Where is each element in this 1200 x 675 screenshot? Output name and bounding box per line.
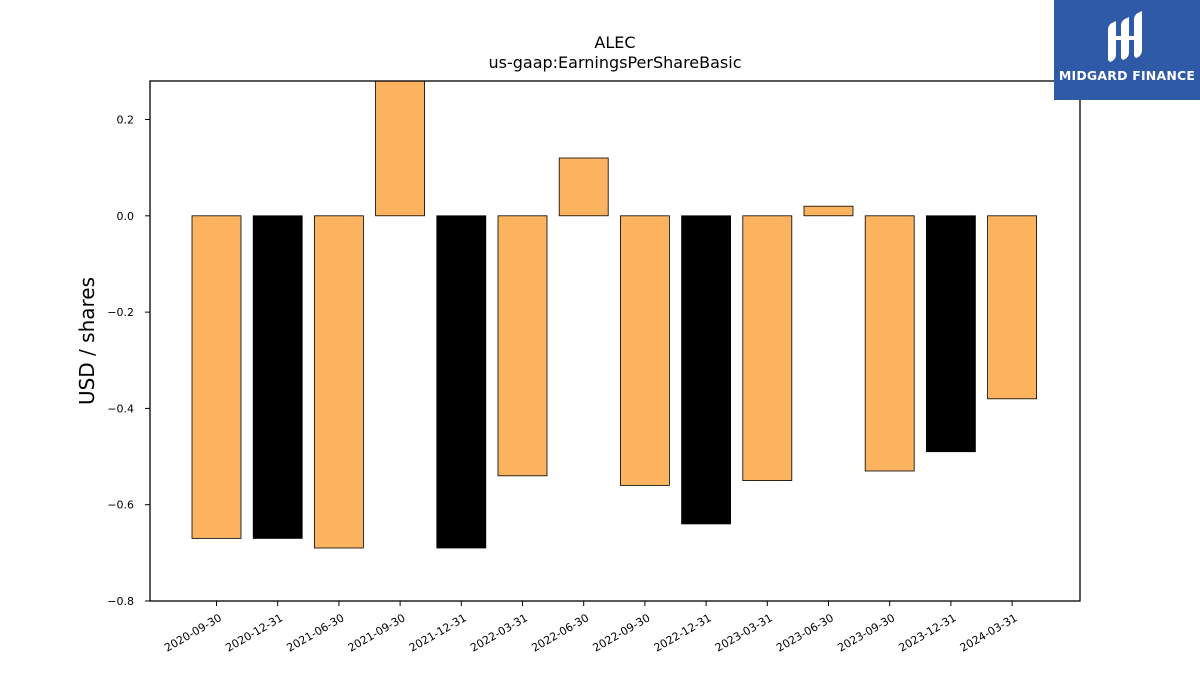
x-tick-label: 2022-09-30: [591, 611, 653, 654]
bar-2022-12-31: [681, 215, 731, 525]
x-tick-label: 2021-09-30: [346, 611, 408, 654]
bar-2021-06-30: [313, 215, 364, 549]
y-axis-label: USD / shares: [75, 277, 99, 405]
brand-logo: MIDGARD FINANCE: [1054, 0, 1200, 100]
x-tick-label: 2021-12-31: [407, 611, 469, 654]
y-tick-label: −0.8: [107, 595, 134, 608]
bar-2023-09-30: [864, 215, 915, 472]
x-tick-label: 2022-03-31: [468, 611, 530, 654]
x-tick-label: 2022-12-31: [652, 611, 714, 654]
x-tick-label: 2023-09-30: [835, 611, 897, 654]
bar-2024-03-31: [987, 215, 1037, 400]
x-tick-label: 2021-06-30: [285, 611, 347, 654]
x-tick-label: 2023-12-31: [897, 611, 959, 654]
chart-subtitle: us-gaap:EarningsPerShareBasic: [488, 53, 741, 72]
bar-2020-12-31: [252, 215, 303, 539]
bar-2022-06-30: [558, 157, 609, 217]
bar-2023-12-31: [926, 215, 976, 453]
bar-2021-09-30: [375, 80, 426, 217]
bars: [191, 80, 1037, 549]
x-tick-label: 2020-12-31: [223, 611, 285, 654]
x-tick-label: 2022-06-30: [529, 611, 591, 654]
midgard-logo-icon: [1108, 11, 1142, 62]
bar-2022-09-30: [620, 215, 670, 486]
bar-2022-03-31: [497, 215, 548, 477]
y-tick-label: 0.2: [117, 114, 135, 127]
x-tick-label: 2024-03-31: [958, 611, 1020, 654]
bar-2023-03-31: [742, 215, 793, 481]
y-tick-label: −0.4: [107, 402, 134, 415]
x-axis: 2020-09-30 2020-12-31 2021-06-30 2021-09-30…: [162, 601, 1020, 655]
y-tick-label: −0.2: [107, 306, 134, 319]
y-axis: −0.8 −0.6 −0.4 −0.2 0.0 0.2: [107, 114, 150, 608]
bar-2023-06-30: [803, 205, 854, 217]
bar-2021-12-31: [436, 215, 487, 549]
x-tick-label: 2023-03-31: [713, 611, 775, 654]
chart-title: ALEC: [594, 33, 635, 52]
brand-name: MIDGARD FINANCE: [1058, 68, 1196, 83]
y-tick-label: 0.0: [117, 210, 135, 223]
y-tick-label: −0.6: [107, 499, 134, 512]
x-tick-label: 2023-06-30: [774, 611, 836, 654]
x-tick-label: 2020-09-30: [162, 611, 224, 654]
plot-frame: [149, 80, 1081, 602]
bar-2020-09-30: [191, 215, 242, 539]
